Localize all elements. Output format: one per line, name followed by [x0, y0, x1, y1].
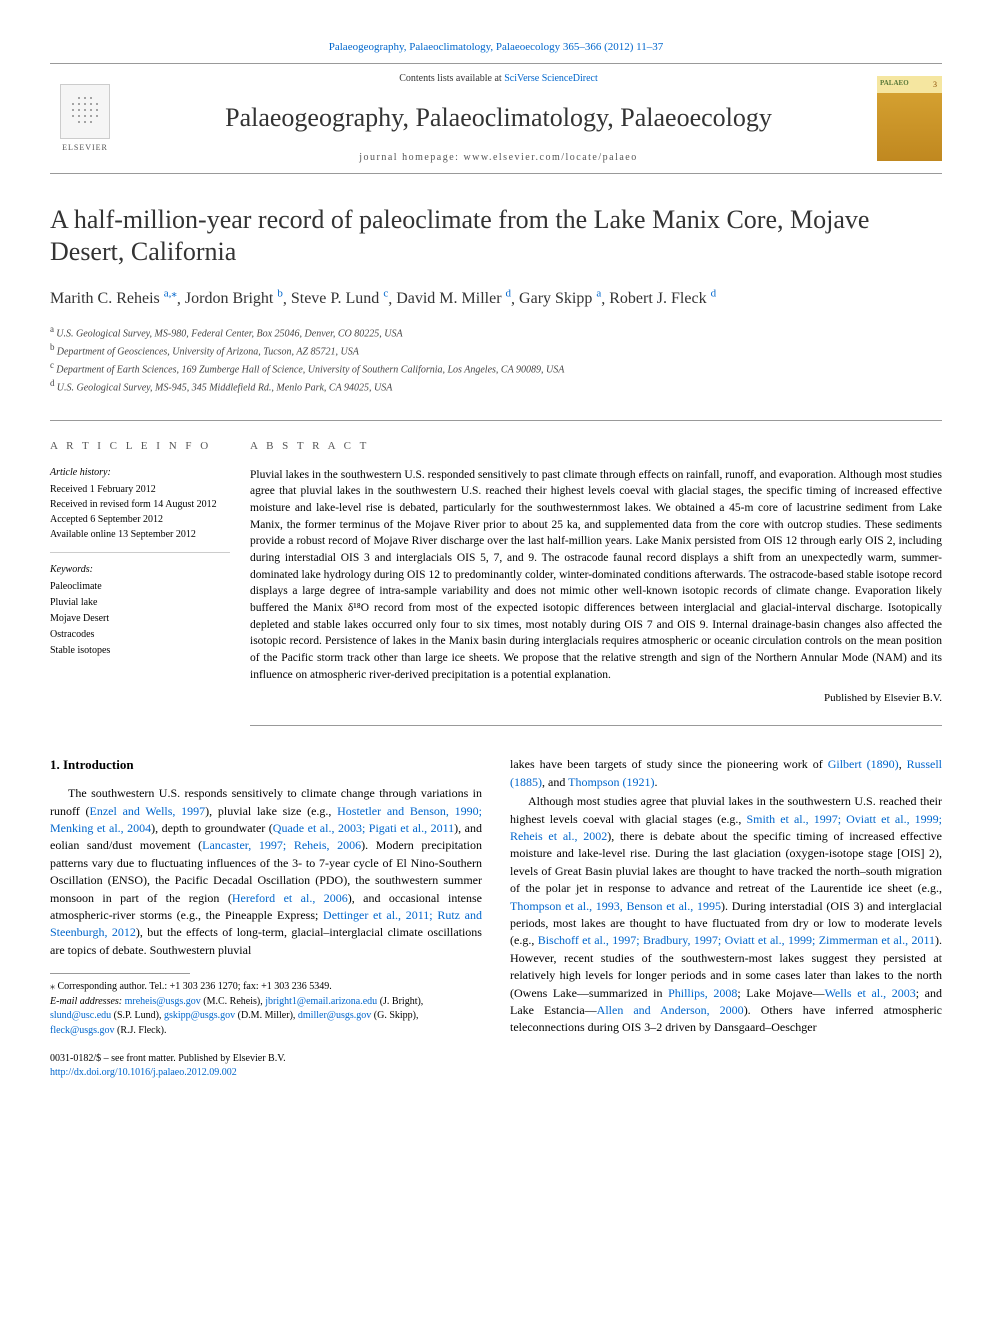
- history-line: Received 1 February 2012: [50, 482, 230, 497]
- body-column-right: lakes have been targets of study since t…: [510, 756, 942, 1080]
- keyword: Ostracodes: [50, 627, 230, 643]
- issn-line: 0031-0182/$ – see front matter. Publishe…: [50, 1052, 482, 1066]
- corresponding-author-text: Corresponding author. Tel.: +1 303 236 1…: [58, 981, 332, 992]
- keywords-label: Keywords:: [50, 563, 230, 577]
- author-email-link[interactable]: slund@usc.edu: [50, 1010, 111, 1021]
- abstract-heading: A B S T R A C T: [250, 439, 942, 455]
- author-affil-sup: b: [277, 288, 283, 300]
- elsevier-label: ELSEVIER: [62, 142, 108, 153]
- abstract: A B S T R A C T Pluvial lakes in the sou…: [250, 439, 942, 727]
- abstract-text: Pluvial lakes in the southwestern U.S. r…: [250, 467, 942, 684]
- author: Robert J. Fleck d: [609, 290, 716, 307]
- author-email-link[interactable]: mreheis@usgs.gov: [125, 996, 201, 1007]
- affiliation: c Department of Earth Sciences, 169 Zumb…: [50, 359, 942, 377]
- keyword: Pluvial lake: [50, 595, 230, 611]
- author-affil-sup: a: [596, 288, 601, 300]
- elsevier-logo: ELSEVIER: [50, 79, 120, 159]
- reference-link[interactable]: Hereford et al., 2006: [232, 891, 348, 905]
- affiliation-list: a U.S. Geological Survey, MS-980, Federa…: [50, 323, 942, 396]
- footnotes: ⁎ Corresponding author. Tel.: +1 303 236…: [50, 980, 482, 1038]
- author-list: Marith C. Reheis a,⁎, Jordon Bright b, S…: [50, 287, 942, 311]
- reference-link[interactable]: Bischoff et al., 1997; Bradbury, 1997; O…: [538, 933, 935, 947]
- affiliation-sup: b: [50, 342, 57, 352]
- body-column-left: 1. Introduction The southwestern U.S. re…: [50, 756, 482, 1080]
- affiliation-sup: c: [50, 360, 56, 370]
- footnote-separator: [50, 973, 190, 974]
- doi-link[interactable]: http://dx.doi.org/10.1016/j.palaeo.2012.…: [50, 1067, 237, 1078]
- email-label: E-mail addresses:: [50, 996, 125, 1007]
- body-text: 1. Introduction The southwestern U.S. re…: [50, 756, 942, 1080]
- keyword: Mojave Desert: [50, 611, 230, 627]
- journal-citation: Palaeogeography, Palaeoclimatology, Pala…: [50, 40, 942, 55]
- history-line: Accepted 6 September 2012: [50, 512, 230, 527]
- reference-link[interactable]: Smith et al., 1997; Oviatt et al., 1999;…: [510, 812, 942, 843]
- article-info-sidebar: A R T I C L E I N F O Article history: R…: [50, 439, 250, 727]
- keyword: Paleoclimate: [50, 579, 230, 595]
- sciencedirect-link[interactable]: SciVerse ScienceDirect: [504, 73, 598, 84]
- section-1-heading: 1. Introduction: [50, 756, 482, 775]
- reference-link[interactable]: Gilbert (1890): [828, 757, 899, 771]
- intro-paragraph-2: Although most studies agree that pluvial…: [510, 793, 942, 1036]
- author-email-link[interactable]: jbright1@email.arizona.edu: [265, 996, 377, 1007]
- intro-paragraph-1-left: The southwestern U.S. responds sensitive…: [50, 785, 482, 959]
- history-line: Received in revised form 14 August 2012: [50, 497, 230, 512]
- article-title: A half-million-year record of paleoclima…: [50, 204, 942, 269]
- reference-link[interactable]: Allen and Anderson, 2000: [597, 1003, 744, 1017]
- author: Gary Skipp a: [519, 290, 601, 307]
- journal-banner: ELSEVIER Contents lists available at Sci…: [50, 63, 942, 173]
- author: Steve P. Lund c: [291, 290, 388, 307]
- author: Jordon Bright b: [185, 290, 283, 307]
- published-by: Published by Elsevier B.V.: [250, 691, 942, 707]
- affiliation: d U.S. Geological Survey, MS-945, 345 Mi…: [50, 377, 942, 395]
- journal-homepage: journal homepage: www.elsevier.com/locat…: [135, 151, 862, 165]
- author: Marith C. Reheis a,⁎: [50, 290, 177, 307]
- reference-link[interactable]: Enzel and Wells, 1997: [90, 804, 206, 818]
- author: David M. Miller d: [396, 290, 511, 307]
- intro-paragraph-1-right: lakes have been targets of study since t…: [510, 756, 942, 791]
- reference-link[interactable]: Wells et al., 2003: [825, 986, 916, 1000]
- article-history-label: Article history:: [50, 466, 230, 480]
- article-footer-meta: 0031-0182/$ – see front matter. Publishe…: [50, 1052, 482, 1080]
- author-email-link[interactable]: dmiller@usgs.gov: [298, 1010, 371, 1021]
- author-affil-sup: d: [506, 288, 512, 300]
- author-affil-sup: d: [711, 288, 717, 300]
- affiliation: a U.S. Geological Survey, MS-980, Federa…: [50, 323, 942, 341]
- history-line: Available online 13 September 2012: [50, 527, 230, 542]
- journal-cover-thumbnail: [877, 76, 942, 161]
- keywords-block: Keywords: PaleoclimatePluvial lakeMojave…: [50, 563, 230, 659]
- elsevier-tree-icon: [60, 84, 110, 139]
- email-addresses: E-mail addresses: mreheis@usgs.gov (M.C.…: [50, 995, 482, 1039]
- reference-link[interactable]: Thompson et al., 1993, Benson et al., 19…: [510, 899, 721, 913]
- reference-link[interactable]: Dettinger et al., 2011; Rutz and Steenbu…: [50, 908, 482, 939]
- author-email-link[interactable]: gskipp@usgs.gov: [164, 1010, 235, 1021]
- article-info-heading: A R T I C L E I N F O: [50, 439, 230, 454]
- contents-prefix: Contents lists available at: [399, 73, 504, 84]
- reference-link[interactable]: Quade et al., 2003; Pigati et al., 2011: [273, 821, 454, 835]
- contents-available: Contents lists available at SciVerse Sci…: [135, 72, 862, 86]
- keyword: Stable isotopes: [50, 643, 230, 659]
- author-affil-sup: c: [383, 288, 388, 300]
- article-history-block: Article history: Received 1 February 201…: [50, 466, 230, 553]
- corresponding-author-note: ⁎ Corresponding author. Tel.: +1 303 236…: [50, 980, 482, 995]
- reference-link[interactable]: Lancaster, 1997; Reheis, 2006: [202, 838, 361, 852]
- affiliation: b Department of Geosciences, University …: [50, 341, 942, 359]
- reference-link[interactable]: Thompson (1921): [568, 775, 654, 789]
- reference-link[interactable]: Phillips, 2008: [668, 986, 737, 1000]
- corresponding-star-icon: ⁎: [171, 288, 177, 300]
- affiliation-sup: d: [50, 378, 57, 388]
- journal-title: Palaeogeography, Palaeoclimatology, Pala…: [135, 100, 862, 136]
- author-email-link[interactable]: fleck@usgs.gov: [50, 1025, 114, 1036]
- affiliation-sup: a: [50, 324, 56, 334]
